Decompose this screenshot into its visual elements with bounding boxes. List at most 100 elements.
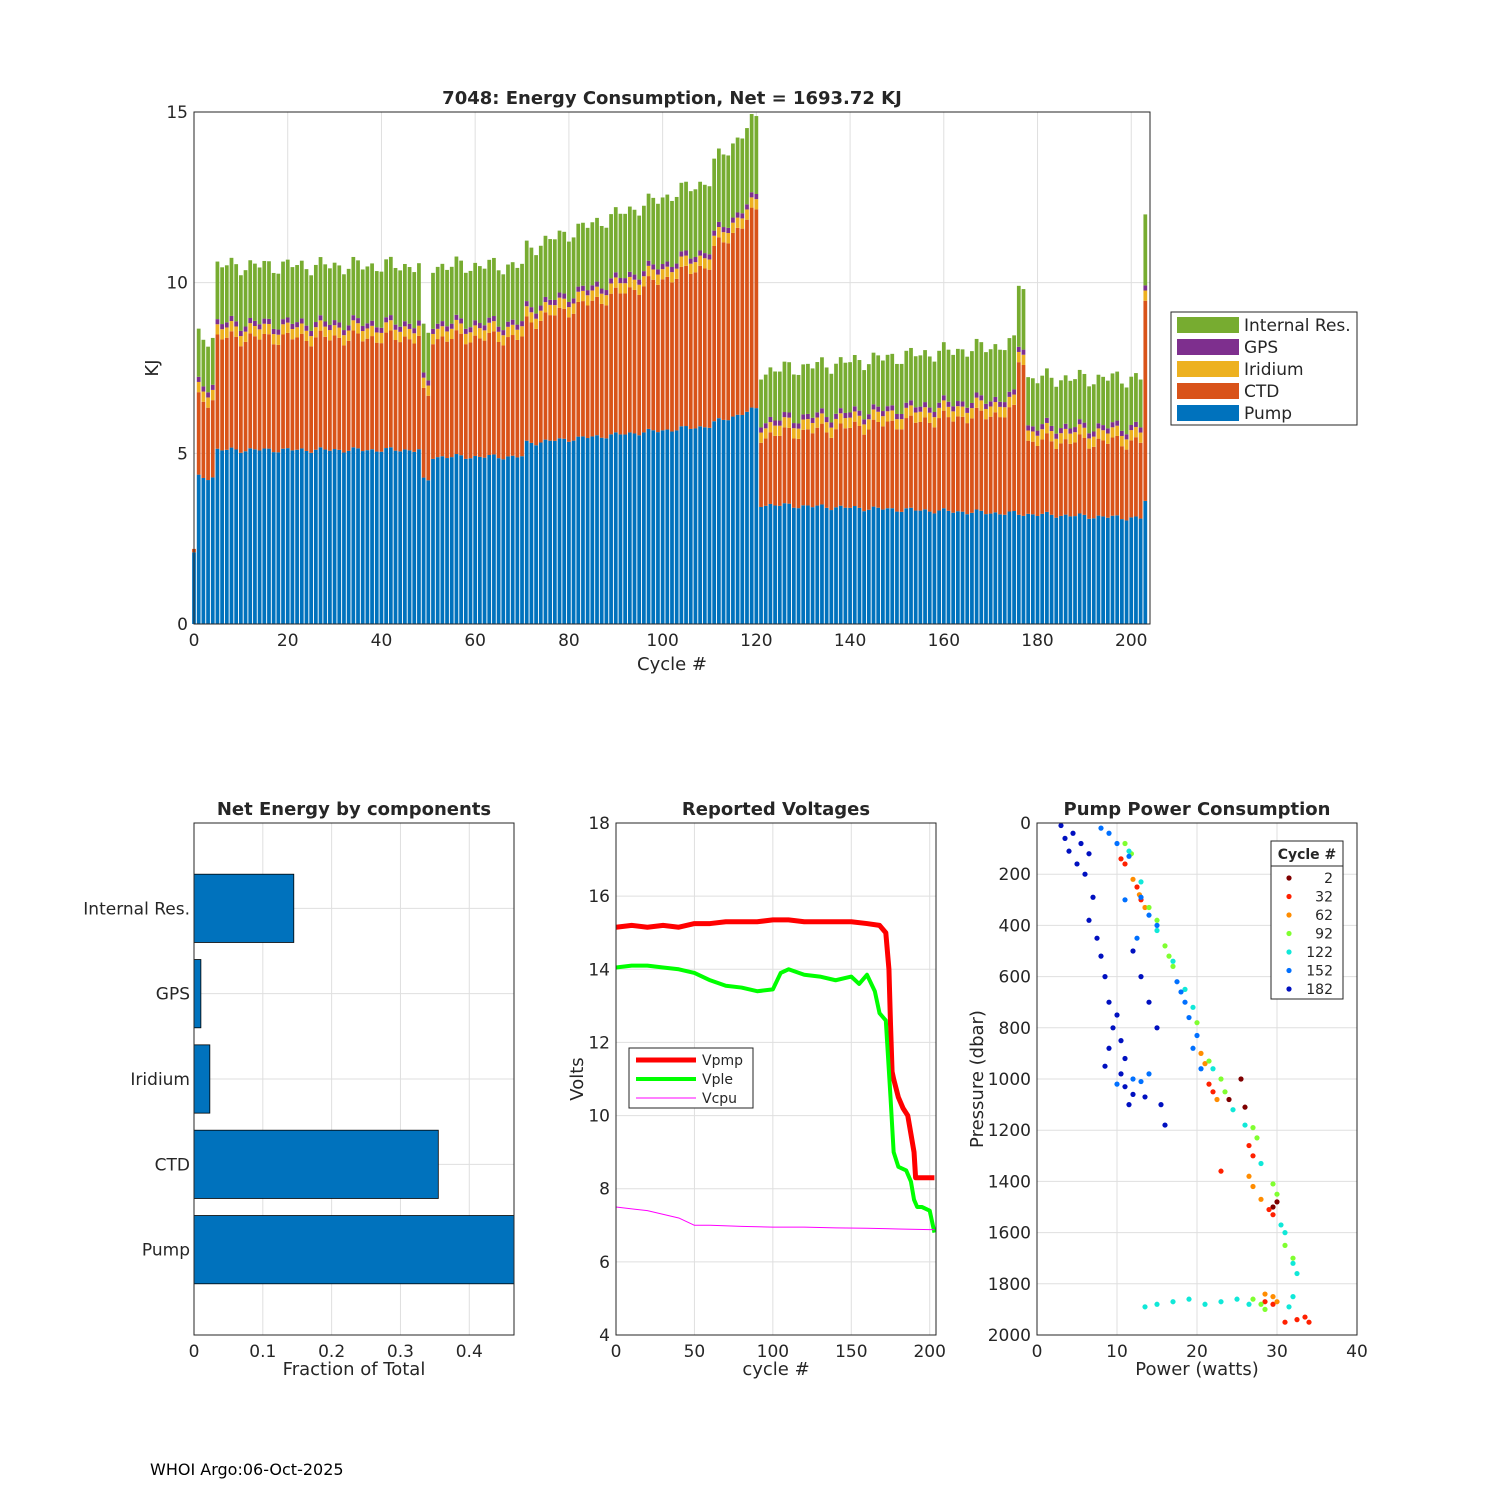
energy-bar-pump <box>529 442 534 624</box>
energy-bar-gps <box>1124 434 1129 440</box>
energy-bar-pump <box>834 507 838 624</box>
energy-bar-internal <box>1059 380 1063 429</box>
energy-bar-pump <box>679 426 684 624</box>
voltage-ylabel: Volts <box>567 1057 588 1100</box>
energy-bar-iridium <box>477 328 482 339</box>
pump-point-cycle-92 <box>1274 1191 1280 1197</box>
energy-bar-ctd <box>731 232 735 417</box>
pump-point-cycle-182 <box>1110 1025 1116 1031</box>
energy-bar-internal <box>904 350 909 403</box>
energy-bar-pump <box>852 506 857 624</box>
energy-bar-pump <box>581 436 585 624</box>
pump-point-cycle-2 <box>1274 1199 1280 1205</box>
energy-bar-internal <box>618 213 623 279</box>
energy-bar-gps <box>801 414 806 420</box>
energy-bar-gps <box>810 417 815 423</box>
energy-bar-pump <box>702 427 707 624</box>
energy-bar-pump <box>1002 514 1007 624</box>
energy-bar-gps <box>403 321 407 327</box>
energy-bar-ctd <box>576 301 581 437</box>
energy-bar-ctd <box>698 265 702 427</box>
energy-bar-gps <box>477 323 482 329</box>
energy-bar-gps <box>960 401 965 407</box>
energy-bar-iridium <box>941 400 946 411</box>
energy-bar-internal <box>449 266 454 324</box>
energy-bar-ctd <box>271 344 276 453</box>
energy-xtick: 20 <box>277 631 299 651</box>
energy-bar-iridium <box>501 335 506 346</box>
energy-bar-iridium <box>262 323 267 334</box>
energy-bar-ctd <box>1143 300 1148 501</box>
energy-xtick: 60 <box>464 631 486 651</box>
energy-bar-gps <box>506 321 510 327</box>
pump-point-cycle-92 <box>1146 904 1152 911</box>
energy-bar-gps <box>899 413 904 420</box>
energy-bar-iridium <box>623 283 628 294</box>
energy-bar-ctd <box>1134 437 1138 517</box>
energy-bar-iridium <box>627 276 632 288</box>
energy-bar-gps <box>820 408 824 414</box>
energy-bar-pump <box>248 448 253 624</box>
energy-bar-pump <box>323 449 328 624</box>
energy-bar-ctd <box>238 346 243 453</box>
energy-bar-iridium <box>918 411 923 422</box>
energy-bar-gps <box>1115 420 1120 426</box>
energy-bar-gps <box>351 315 356 321</box>
energy-bar-pump <box>609 434 613 624</box>
energy-bar-gps <box>534 313 538 319</box>
energy-bar-internal <box>210 337 215 385</box>
energy-bar-internal <box>412 272 417 329</box>
energy-bar-internal <box>834 363 838 414</box>
energy-bar-internal <box>538 245 543 306</box>
pump-point-cycle-92 <box>1270 1181 1276 1187</box>
energy-bar-pump <box>707 427 712 624</box>
pump-point-cycle-152 <box>1114 1081 1120 1087</box>
energy-bar-gps <box>1007 391 1012 397</box>
pump-point-cycle-152 <box>1154 922 1160 929</box>
energy-bar-ctd <box>787 427 792 504</box>
energy-bar-internal <box>360 269 365 326</box>
energy-bar-ctd <box>1016 362 1021 515</box>
energy-bar-internal <box>426 332 431 381</box>
energy-bar-gps <box>1073 427 1077 433</box>
pump-point-cycle-92 <box>1262 1306 1268 1312</box>
energy-bar-pump <box>370 449 374 624</box>
energy-bar-ctd <box>1054 449 1059 518</box>
pump-point-cycle-2 <box>1238 1076 1244 1082</box>
energy-bar-pump <box>862 511 867 624</box>
energy-bar-gps <box>1035 430 1040 436</box>
pump-point-cycle-92 <box>1206 1058 1212 1064</box>
energy-bar-internal <box>1096 374 1101 424</box>
energy-bar-gps <box>1091 431 1096 437</box>
energy-bar-pump <box>796 508 801 624</box>
energy-bar-ctd <box>1087 448 1091 519</box>
pump-point-cycle-182 <box>1102 1063 1108 1069</box>
energy-bar-gps <box>791 423 796 429</box>
energy-bar-internal <box>342 274 346 331</box>
energy-bar-internal <box>848 362 852 413</box>
energy-bar-ctd <box>215 334 220 449</box>
energy-bar-iridium <box>946 406 951 418</box>
energy-bar-gps <box>768 416 773 423</box>
energy-bar-pump <box>220 450 224 624</box>
energy-bar-iridium <box>271 334 276 345</box>
pump-point-cycle-152 <box>1194 1032 1200 1039</box>
energy-bar-internal <box>534 255 538 314</box>
energy-bar-pump <box>599 437 604 624</box>
energy-bar-internal <box>365 266 370 324</box>
energy-bar-internal <box>1087 386 1091 434</box>
energy-bar-iridium <box>791 428 796 439</box>
voltage-legend-label: Vpmp <box>702 1053 743 1069</box>
pump-point-cycle-152 <box>1138 894 1144 900</box>
energy-legend-label: Iridium <box>1244 360 1304 380</box>
energy-bar-iridium <box>313 327 318 338</box>
energy-bar-pump <box>735 414 740 624</box>
energy-bar-gps <box>726 227 731 234</box>
energy-bar-gps <box>515 324 520 330</box>
energy-bar-ctd <box>656 284 660 433</box>
energy-bar-pump <box>998 514 1002 624</box>
energy-bar-iridium <box>866 419 871 430</box>
voltage-ytick: 6 <box>599 1253 610 1273</box>
energy-bar-ctd <box>1082 437 1087 515</box>
energy-bar-gps <box>1105 428 1110 434</box>
